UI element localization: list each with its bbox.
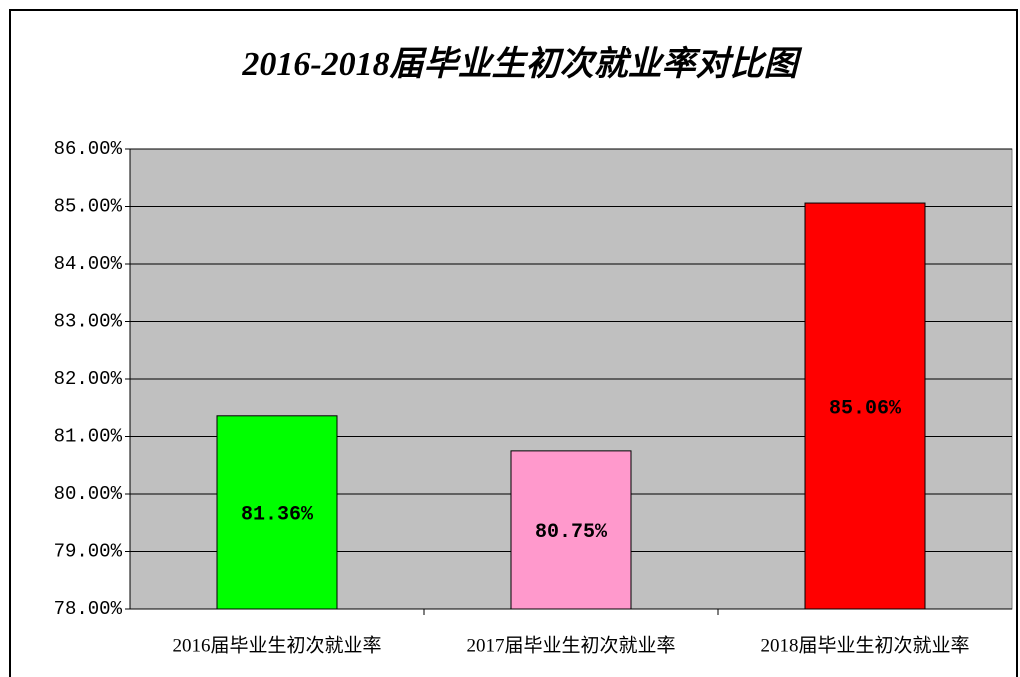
data-label: 81.36% (241, 504, 314, 527)
data-label: 85.06% (829, 397, 902, 420)
y-tick-label: 82.00% (54, 368, 123, 390)
y-tick-label: 81.00% (54, 426, 123, 448)
x-tick-label: 2017届毕业生初次就业率 (466, 634, 675, 656)
x-tick-label: 2016届毕业生初次就业率 (172, 634, 381, 656)
y-tick-label: 83.00% (54, 311, 123, 333)
y-tick-label: 84.00% (54, 253, 123, 275)
bar (510, 450, 632, 610)
y-tick-label: 85.00% (54, 196, 123, 218)
data-label: 80.75% (535, 521, 608, 544)
y-tick-label: 79.00% (54, 541, 123, 563)
bar (216, 415, 338, 610)
y-tick-label: 80.00% (54, 483, 123, 505)
bar (804, 202, 926, 610)
y-tick-label: 86.00% (54, 138, 123, 160)
chart-title: 2016-2018届毕业生初次就业率对比图 (241, 45, 802, 83)
y-tick-label: 78.00% (54, 598, 123, 620)
x-tick-label: 2018届毕业生初次就业率 (760, 634, 969, 656)
